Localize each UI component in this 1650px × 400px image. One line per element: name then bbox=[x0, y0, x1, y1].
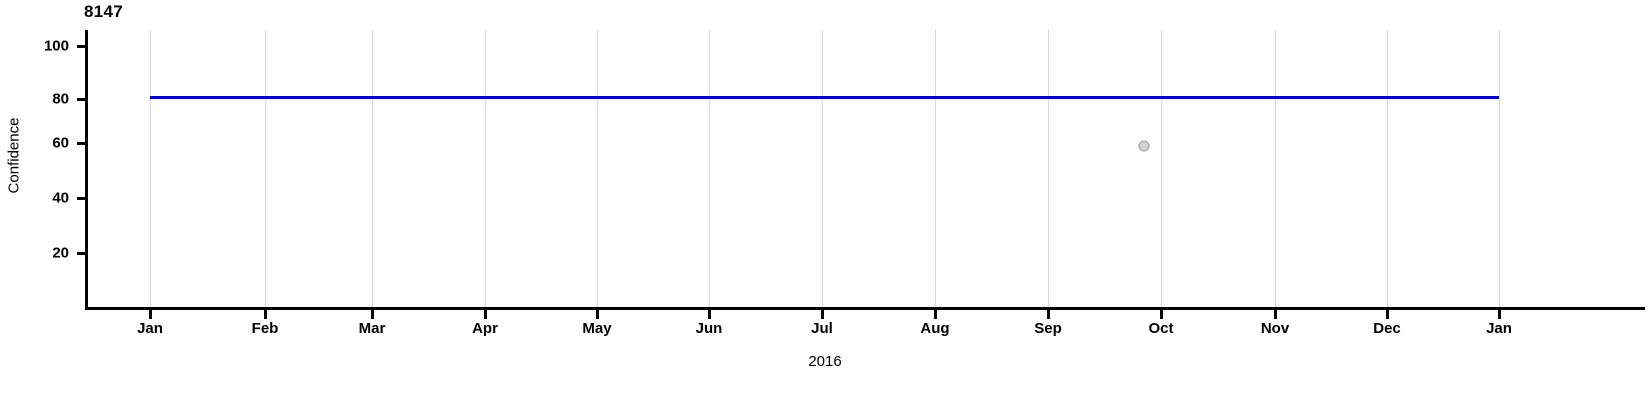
x-axis-tick-label: Nov bbox=[1260, 320, 1290, 337]
x-axis-tick-label: Jul bbox=[811, 320, 833, 337]
x-axis-tick bbox=[1386, 310, 1389, 319]
y-axis-tick-label: 20 bbox=[52, 244, 69, 262]
x-axis-tick bbox=[934, 310, 937, 319]
x-axis-tick bbox=[484, 310, 487, 319]
x-axis-tick bbox=[1274, 310, 1277, 319]
gridline bbox=[150, 30, 151, 307]
gridline bbox=[1387, 30, 1388, 307]
gridline bbox=[265, 30, 266, 307]
y-axis-tick-label: 60 bbox=[52, 134, 69, 152]
y-axis-line bbox=[85, 30, 88, 310]
y-axis-tick bbox=[77, 142, 86, 145]
gridline bbox=[935, 30, 936, 307]
y-axis-tick-label: 100 bbox=[43, 37, 69, 55]
x-axis-tick bbox=[264, 310, 267, 319]
x-axis-tick bbox=[371, 310, 374, 319]
x-axis-tick-label: May bbox=[582, 320, 612, 337]
y-axis-tick-label: 40 bbox=[52, 189, 69, 207]
y-axis-tick-label: 80 bbox=[52, 90, 69, 108]
plot-area bbox=[88, 30, 1645, 307]
x-axis-tick bbox=[596, 310, 599, 319]
x-axis-tick-label: Jun bbox=[695, 320, 723, 337]
y-axis-tick bbox=[77, 252, 86, 255]
x-axis-tick-label: Sep bbox=[1034, 320, 1062, 337]
gridline bbox=[709, 30, 710, 307]
x-axis-tick bbox=[1160, 310, 1163, 319]
y-axis-title-label: Confidence bbox=[5, 117, 23, 193]
gridline bbox=[822, 30, 823, 307]
gridline bbox=[1275, 30, 1276, 307]
x-axis-tick bbox=[1498, 310, 1501, 319]
chart-title: 8147 bbox=[84, 2, 124, 21]
data-point[interactable] bbox=[1138, 140, 1150, 152]
x-axis-tick bbox=[708, 310, 711, 319]
x-axis-tick-label: Jan bbox=[137, 320, 163, 337]
x-axis-tick bbox=[149, 310, 152, 319]
x-axis-tick-label: Aug bbox=[920, 320, 950, 337]
series-line-threshold bbox=[150, 95, 1499, 99]
gridline bbox=[1048, 30, 1049, 307]
x-axis-tick-label: Oct bbox=[1148, 320, 1174, 337]
gridline bbox=[1499, 30, 1500, 307]
x-axis-tick bbox=[821, 310, 824, 319]
x-axis-tick-label: Mar bbox=[358, 320, 386, 337]
gridline bbox=[485, 30, 486, 307]
gridline bbox=[597, 30, 598, 307]
y-axis-tick bbox=[77, 98, 86, 101]
x-axis-tick-label: Jan bbox=[1486, 320, 1512, 337]
x-axis-tick-label: Dec bbox=[1373, 320, 1401, 337]
y-axis-title: Confidence bbox=[0, 0, 28, 310]
x-axis-title: 2016 bbox=[808, 353, 842, 370]
gridline bbox=[1161, 30, 1162, 307]
gridline bbox=[372, 30, 373, 307]
x-axis-line bbox=[85, 307, 1645, 310]
y-axis-tick bbox=[77, 45, 86, 48]
x-axis-tick-label: Apr bbox=[472, 320, 498, 337]
x-axis-tick-label: Feb bbox=[251, 320, 279, 337]
y-axis-tick bbox=[77, 197, 86, 200]
x-axis-tick bbox=[1047, 310, 1050, 319]
